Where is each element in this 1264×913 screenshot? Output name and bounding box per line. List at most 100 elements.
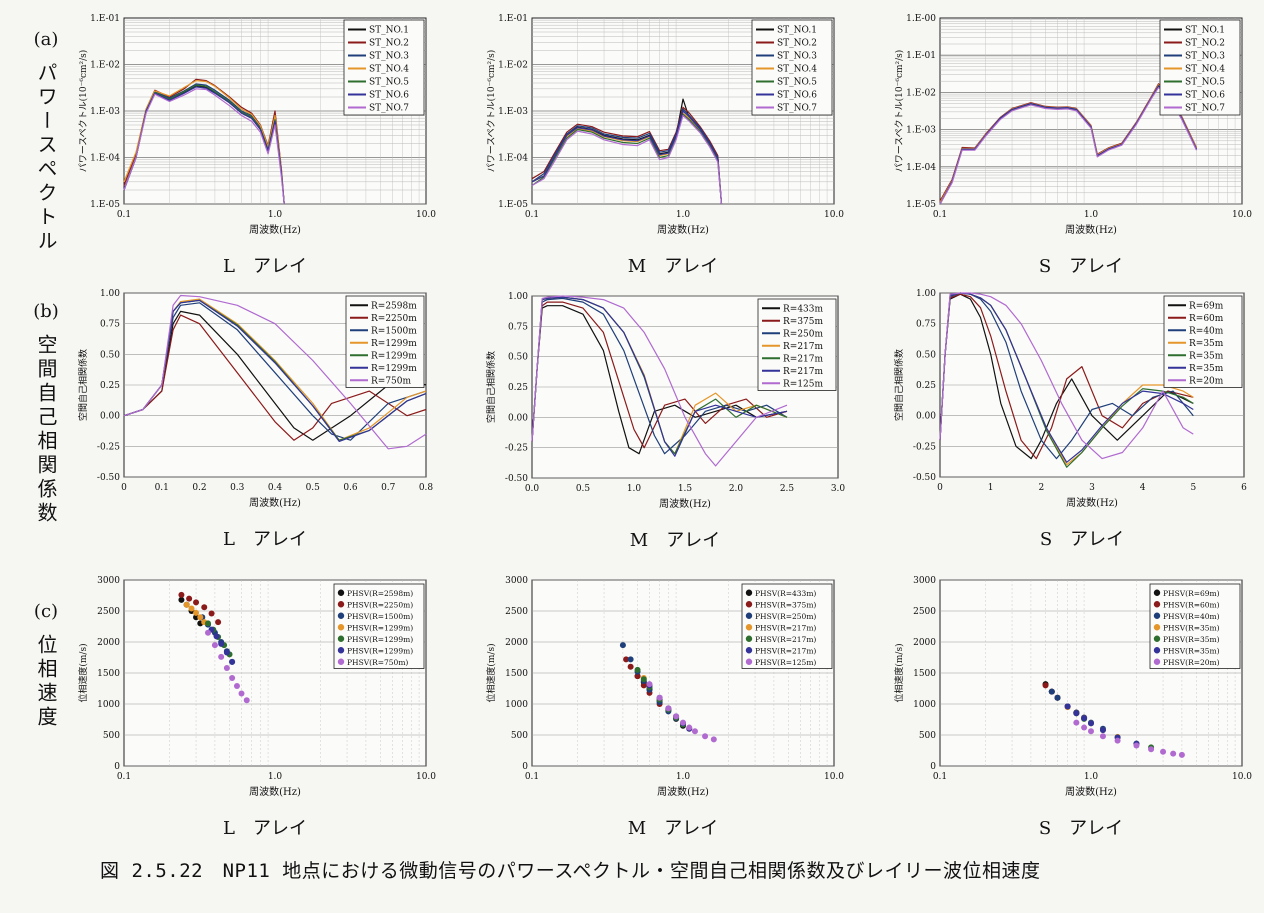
legend-label: R=217m [783, 354, 823, 364]
x-axis-label: 周波数(Hz) [1065, 223, 1117, 236]
legend-swatch [1153, 589, 1161, 596]
legend-label: R=125m [783, 379, 823, 389]
legend-label: PHSV(R=1500m) [347, 612, 413, 621]
data-point [1099, 727, 1106, 734]
legend-label: R=433m [783, 304, 823, 314]
x-tick-label: 1.0 [1084, 210, 1099, 220]
x-tick-label: 5 [1190, 483, 1196, 493]
data-point [634, 666, 641, 673]
series-line [531, 296, 788, 457]
y-tick-label: 1.00 [916, 289, 936, 299]
legend-swatch [1153, 624, 1161, 631]
series-line [531, 113, 723, 205]
chart-b-S: -0.50 -0.25 0.00 0.25 0.50 0.75 1.00 0 1 2 3 4 5 6 周波数… [893, 289, 1247, 550]
data-point [223, 649, 230, 656]
legend-label: PHSV(R=1299m) [347, 623, 413, 632]
y-tick-label: 1.E-05 [90, 200, 120, 210]
legend-label: ST_NO.7 [369, 104, 409, 114]
data-point [183, 601, 190, 608]
x-tick-label: 1.0 [627, 484, 642, 494]
y-axis-label: 空間自己相関係数 [77, 349, 89, 421]
y-axis-label: パワースペクトル(10⁻⁶cm²/s) [486, 50, 497, 173]
y-tick-label: 0.75 [508, 322, 528, 332]
series-line [123, 79, 285, 205]
y-tick-label: 1500 [505, 669, 528, 679]
y-tick-label: 0.25 [508, 383, 528, 393]
x-axis-label: 周波数(Hz) [249, 785, 301, 798]
x-tick-label: 0.1 [117, 210, 131, 220]
data-point [1073, 710, 1080, 717]
legend-swatch [745, 589, 753, 596]
chart-subtitle: S アレイ [1040, 529, 1124, 550]
legend-label: ST_NO.1 [1185, 26, 1225, 36]
x-tick-label: 10.0 [416, 772, 436, 782]
legend-label: ST_NO.6 [369, 91, 409, 101]
x-tick-label: 0.1 [525, 772, 539, 782]
y-tick-label: 1.E-04 [498, 154, 528, 164]
legend-swatch [337, 601, 345, 608]
x-axis-label: 周波数(Hz) [657, 785, 709, 798]
x-tick-label: 4 [1140, 483, 1146, 493]
y-tick-label: 1.E-02 [906, 88, 936, 98]
data-point [188, 605, 195, 612]
legend-swatch [1153, 647, 1161, 654]
row-label-c-tag: (c) [33, 601, 59, 622]
chart-subtitle: M アレイ [628, 256, 718, 277]
y-tick-label: 1.E-04 [906, 163, 936, 173]
y-tick-label: 3000 [97, 576, 120, 586]
data-point [1114, 737, 1121, 744]
legend-swatch [745, 612, 753, 619]
data-point [218, 653, 225, 660]
data-point [178, 591, 185, 598]
y-tick-label: 1.E-04 [90, 154, 120, 164]
data-point [1064, 703, 1071, 710]
legend-label: R=2250m [371, 314, 417, 324]
legend-label: ST_NO.6 [1185, 91, 1225, 101]
row-label-c-text: 位相速度 [34, 634, 58, 730]
row-label-c: (c) 位相速度 [26, 600, 66, 730]
y-tick-label: 1500 [913, 669, 936, 679]
series-line [531, 108, 723, 205]
legend-label: R=60m [1189, 314, 1224, 324]
y-tick-label: 1.E-03 [498, 107, 528, 117]
y-tick-label: 1.E-05 [906, 200, 936, 210]
y-tick-label: 0.75 [916, 320, 936, 330]
x-tick-label: 10.0 [1232, 210, 1252, 220]
legend-box [1149, 583, 1241, 669]
chart-subtitle: L アレイ [223, 818, 307, 839]
legend-label: R=69m [1189, 301, 1224, 311]
x-tick-label: 0.1 [155, 483, 169, 493]
data-point [1133, 742, 1140, 749]
y-axis-label: 位相速度(m/s) [485, 643, 497, 702]
data-point [1088, 728, 1094, 735]
legend-label: ST_NO.1 [777, 26, 817, 36]
y-tick-label: 0.25 [100, 381, 120, 391]
series-line [531, 110, 723, 205]
x-tick-label: 0.4 [268, 483, 283, 493]
chart-b-M: -0.50 -0.25 0.00 0.25 0.50 0.75 1.00 0.0 0.5 1.0 1… [485, 292, 845, 551]
y-tick-label: 0.75 [100, 320, 120, 330]
legend-label: R=40m [1189, 326, 1224, 336]
y-tick-label: 1000 [505, 700, 528, 710]
legend-label: R=2598m [371, 301, 417, 311]
series-line [123, 314, 427, 441]
legend-label: ST_NO.6 [777, 91, 817, 101]
x-tick-label: 0.7 [381, 483, 396, 493]
legend-label: ST_NO.5 [1185, 78, 1225, 88]
legend-label: PHSV(R=2598m) [347, 589, 413, 598]
data-point [211, 642, 218, 649]
legend-swatch [745, 601, 753, 608]
x-tick-label: 10.0 [1232, 772, 1252, 782]
series-line [939, 86, 1198, 205]
x-tick-label: 1.0 [268, 210, 283, 220]
data-point [201, 604, 208, 611]
chart-c-M: 0 500 1000 1500 2000 2500 3000 0.1 1.0 10.0 周波数(Hz… [485, 576, 844, 839]
legend-label: PHSV(R=40m) [1163, 612, 1220, 621]
x-tick-label: 10.0 [416, 210, 436, 220]
legend-box [333, 583, 425, 669]
y-tick-label: -0.50 [97, 473, 120, 483]
chart-subtitle: M アレイ [628, 818, 718, 839]
data-point [1048, 688, 1055, 695]
legend-label: ST_NO.1 [369, 26, 409, 36]
data-point [1148, 746, 1155, 753]
